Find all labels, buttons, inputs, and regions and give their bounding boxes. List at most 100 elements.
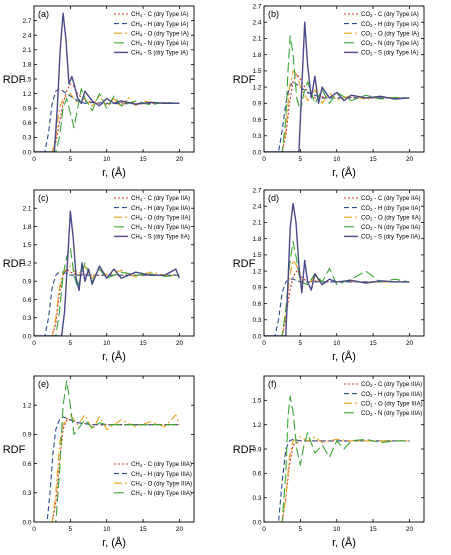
y-tick-label: 2.7 <box>22 18 31 25</box>
x-tick-label: 5 <box>299 340 303 347</box>
legend-entry-c: CH4 - C (dry Type IIA) <box>131 195 190 202</box>
x-axis-label: r, (Å) <box>102 166 126 179</box>
y-axis-label: RDF <box>3 74 26 86</box>
series-line-n <box>264 35 410 152</box>
y-axis-label: RDF <box>233 444 256 456</box>
x-axis-label: r, (Å) <box>332 536 356 549</box>
y-tick-label: 0.6 <box>252 471 261 478</box>
x-tick-label: 10 <box>333 340 341 347</box>
x-tick-label: 20 <box>176 156 184 163</box>
legend-entry-n: CH4 - N (dry Type IA) <box>131 40 188 47</box>
y-tick-label: 1.2 <box>252 268 261 275</box>
y-tick-label: 0.3 <box>252 317 261 324</box>
y-tick-label: 0.6 <box>252 301 261 308</box>
x-tick-label: 20 <box>176 526 184 533</box>
series-line-o <box>34 93 180 152</box>
y-tick-label: 1.2 <box>22 403 31 410</box>
panel-a: 0 5 10 15 20 0.0 0.3 0.6 0.9 1.2 1.5 1.8 2.1 2.4 2.7 r,… <box>3 5 195 179</box>
y-tick-label: 1.2 <box>252 422 261 429</box>
y-tick-label: 0.0 <box>22 149 31 156</box>
y-tick-label: 0.0 <box>22 519 31 526</box>
y-tick-label: 2.4 <box>252 20 261 27</box>
x-tick-label: 0 <box>32 526 36 533</box>
panel-b: 0 5 10 15 20 0.0 0.3 0.6 0.9 1.2 1.5 1.8 2.1 2.4 2.7 r,… <box>233 3 425 179</box>
series-line-n <box>34 88 180 152</box>
x-tick-label: 0 <box>262 526 266 533</box>
x-tick-label: 5 <box>69 526 73 533</box>
series-line-n <box>34 380 180 522</box>
legend-entry-h: CH4 - H (dry Type IIA) <box>131 205 190 212</box>
x-tick-label: 10 <box>103 156 111 163</box>
y-axis-label: RDF <box>233 258 256 270</box>
x-tick-label: 15 <box>139 340 147 347</box>
series-line-o <box>34 265 180 336</box>
series-line-o <box>34 414 180 522</box>
y-tick-label: 0.9 <box>252 101 261 108</box>
panel-c: 0 5 10 15 20 0.0 0.3 0.6 0.9 1.2 1.5 1.8 2.1 r, (Å) RD… <box>3 189 195 363</box>
panel-label: (f) <box>268 379 277 389</box>
y-tick-label: 2.7 <box>252 187 261 194</box>
legend-entry-o: CO2 - O (dry Type IIIA) <box>361 400 423 407</box>
y-tick-label: 0.9 <box>22 432 31 439</box>
x-tick-label: 5 <box>299 526 303 533</box>
y-tick-label: 0.3 <box>252 495 261 502</box>
legend-entry-o: CO2 - O (dry Type IA) <box>361 30 419 37</box>
y-axis-label: RDF <box>3 258 26 270</box>
legend-entry-o: CO2 - O (dry Type IIA) <box>361 214 421 221</box>
series-line-s <box>34 210 181 336</box>
y-tick-label: 2.1 <box>22 47 31 54</box>
y-tick-label: 0.6 <box>22 461 31 468</box>
y-axis-label: RDF <box>233 74 256 86</box>
x-tick-label: 5 <box>69 340 73 347</box>
y-tick-label: 0.3 <box>22 315 31 322</box>
series-line-h <box>34 416 180 522</box>
legend-entry-n: CO2 - N (dry Type IIA) <box>361 224 421 231</box>
x-tick-label: 5 <box>299 156 303 163</box>
y-tick-label: 2.1 <box>22 206 31 213</box>
x-axis-label: r, (Å) <box>332 350 356 363</box>
series-line-h <box>34 271 180 336</box>
legend-entry-c: CO2 - C (dry Type IA) <box>361 11 419 18</box>
y-tick-label: 2.4 <box>22 33 31 40</box>
y-tick-label: 0.9 <box>22 279 31 286</box>
panel-d: 0 5 10 15 20 0.0 0.3 0.6 0.9 1.2 1.5 1.8 2.1 2.4 2.7 r,… <box>233 187 425 363</box>
y-tick-label: 1.8 <box>252 236 261 243</box>
y-axis-label: RDF <box>3 444 26 456</box>
legend-entry-h: CH4 - H (dry Type IIIA) <box>131 471 192 478</box>
y-tick-label: 1.5 <box>252 68 261 75</box>
y-tick-label: 0.0 <box>252 519 261 526</box>
x-tick-label: 15 <box>369 156 377 163</box>
legend-entry-n: CH4 - N (dry Type IIA) <box>131 224 190 231</box>
legend-entry-o: CH4 - O (dry Type IIA) <box>131 214 191 221</box>
y-tick-label: 1.5 <box>252 252 261 259</box>
panel-label: (e) <box>38 379 49 389</box>
legend-entry-h: CO2 - H (dry Type IIA) <box>361 205 421 212</box>
x-tick-label: 10 <box>333 526 341 533</box>
y-tick-label: 1.2 <box>252 84 261 91</box>
series-line-o <box>264 70 410 152</box>
plot-frame <box>33 375 195 523</box>
series-line-s <box>264 202 410 336</box>
panel-label: (b) <box>268 9 279 19</box>
series-line-c <box>34 83 180 152</box>
y-tick-label: 0.0 <box>22 333 31 340</box>
x-axis-label: r, (Å) <box>102 536 126 549</box>
y-tick-label: 2.7 <box>252 3 261 10</box>
x-tick-label: 0 <box>262 340 266 347</box>
y-tick-label: 0.6 <box>22 297 31 304</box>
legend-entry-c: CO2 - C (dry Type IIA) <box>361 195 421 202</box>
y-tick-label: 1.8 <box>22 224 31 231</box>
legend-entry-s: CO2 - S (dry Type IA) <box>361 50 418 57</box>
legend-entry-h: CH4 - H (dry Type IA) <box>131 21 188 28</box>
x-tick-label: 20 <box>406 340 414 347</box>
y-tick-label: 1.5 <box>252 398 261 405</box>
legend-entry-n: CO2 - N (dry Type IA) <box>361 40 419 47</box>
x-tick-label: 15 <box>369 526 377 533</box>
plot-frame <box>33 189 195 337</box>
y-tick-label: 2.4 <box>252 204 261 211</box>
x-tick-label: 0 <box>32 340 36 347</box>
legend-entry-n: CO2 - N (dry Type IIIA) <box>361 410 422 417</box>
panel-f: 0 5 10 15 20 0.0 0.3 0.6 0.9 1.2 1.5 r, (Å) RDF (f) CO… <box>233 375 425 549</box>
